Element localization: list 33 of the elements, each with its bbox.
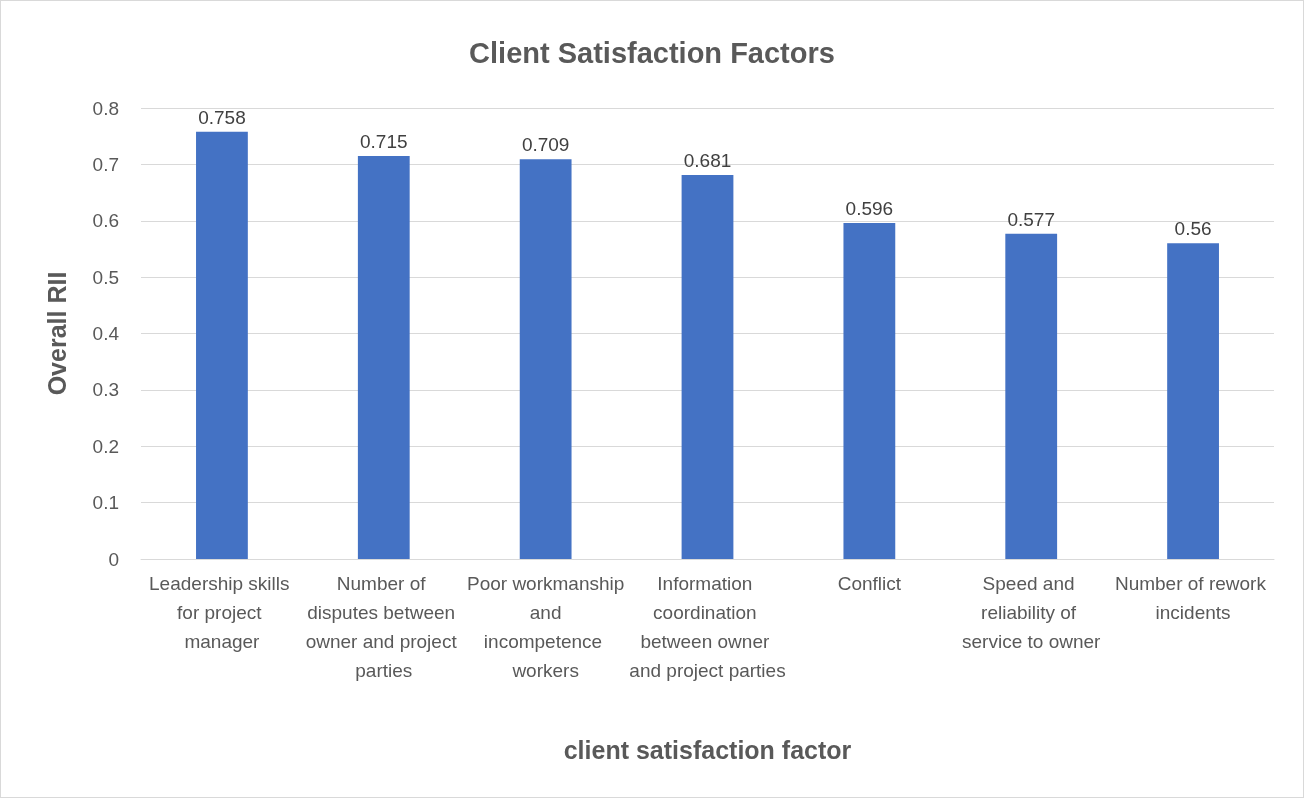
x-tick-label: Information coordination between owner and project parties — [629, 573, 786, 681]
y-tick-label: 0.8 — [92, 97, 119, 119]
y-tick-label: 0 — [108, 548, 119, 570]
x-tick-label: Poor workmanship and incompetence workers — [466, 573, 625, 681]
data-label: 0.681 — [683, 150, 732, 172]
data-label: 0.709 — [521, 134, 570, 156]
bar — [519, 159, 572, 559]
data-label: 0.577 — [1007, 208, 1055, 230]
x-axis-title: client satisfaction factor — [563, 735, 852, 764]
y-tick-label: 0.6 — [92, 210, 119, 232]
x-tick-label: Conflict — [837, 573, 902, 594]
y-tick-label: 0.1 — [92, 492, 119, 514]
chart-title: Client Satisfaction Factors — [469, 36, 835, 69]
data-label: 0.596 — [845, 198, 894, 220]
bar — [843, 223, 896, 559]
bar — [681, 175, 734, 559]
y-tick-label: 0.4 — [92, 323, 120, 344]
y-tick-label: 0.5 — [92, 266, 119, 288]
x-tick-label: Number of disputes between owner and project parties — [305, 573, 462, 681]
x-tick-label: Speed and reliability of service to owner — [962, 573, 1102, 652]
y-tick-label: 0.2 — [92, 435, 119, 457]
data-label: 0.715 — [360, 130, 408, 152]
data-label: 0.758 — [198, 106, 246, 128]
bar — [357, 155, 410, 559]
bar — [196, 131, 248, 559]
y-axis-title: Overall RII — [42, 271, 71, 396]
x-tick-label: Leadership skills for project manager — [149, 573, 295, 652]
bar — [1167, 243, 1219, 559]
data-label: 0.56 — [1174, 218, 1212, 240]
x-tick-label: Number of rework incidents — [1114, 573, 1272, 623]
bar — [1005, 233, 1058, 559]
y-tick-label: 0.3 — [92, 379, 119, 401]
y-tick-label: 0.7 — [92, 153, 119, 175]
